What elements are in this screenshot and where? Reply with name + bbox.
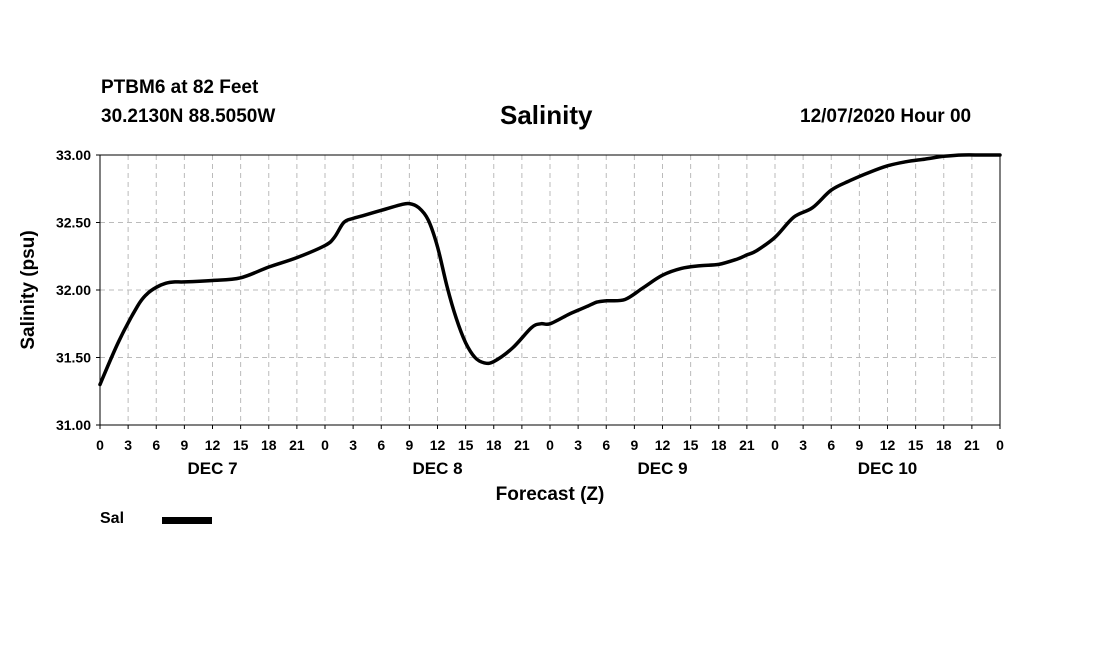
x-tick-label: 6 xyxy=(602,437,610,453)
y-tick-label: 31.00 xyxy=(56,417,91,433)
x-tick-label: 3 xyxy=(124,437,132,453)
x-tick-label: 21 xyxy=(514,437,530,453)
x-tick-label: 15 xyxy=(233,437,249,453)
x-tick-label: 9 xyxy=(630,437,638,453)
x-tick-label: 12 xyxy=(430,437,446,453)
x-tick-label: 21 xyxy=(739,437,755,453)
x-tick-label: 12 xyxy=(655,437,671,453)
y-axis-title: Salinity (psu) xyxy=(18,230,39,349)
x-tick-label: 6 xyxy=(827,437,835,453)
x-tick-label: 9 xyxy=(405,437,413,453)
x-tick-label: 0 xyxy=(771,437,779,453)
forecast-timestamp: 12/07/2020 Hour 00 xyxy=(800,106,972,127)
legend-swatch-sal xyxy=(162,517,212,524)
x-tick-label: 15 xyxy=(908,437,924,453)
x-tick-label: 6 xyxy=(152,437,160,453)
x-tick-label: 0 xyxy=(996,437,1004,453)
series-line-sal xyxy=(98,153,1002,387)
x-tick-label: 15 xyxy=(683,437,699,453)
day-label: DEC 9 xyxy=(637,459,687,478)
legend-label-sal: Sal xyxy=(100,510,125,527)
x-tick-label: 12 xyxy=(205,437,221,453)
x-tick-label: 0 xyxy=(546,437,554,453)
plot-frame xyxy=(99,154,1001,426)
x-tick-label: 18 xyxy=(486,437,502,453)
x-tick-label: 12 xyxy=(880,437,896,453)
x-tick-label: 3 xyxy=(349,437,357,453)
x-axis-title: Forecast (Z) xyxy=(496,484,605,505)
station-label: PTBM6 at 82 Feet xyxy=(101,77,259,98)
day-label: DEC 8 xyxy=(412,459,462,478)
x-tick-label: 0 xyxy=(96,437,104,453)
x-tick-label: 3 xyxy=(574,437,582,453)
y-tick-label: 33.00 xyxy=(56,147,91,163)
x-tick-label: 21 xyxy=(289,437,305,453)
x-tick-label: 0 xyxy=(321,437,329,453)
y-tick-label: 32.00 xyxy=(56,282,91,298)
x-tick-label: 9 xyxy=(855,437,863,453)
y-tick-label: 31.50 xyxy=(56,350,91,366)
x-tick-label: 9 xyxy=(180,437,188,453)
day-label: DEC 10 xyxy=(858,459,918,478)
x-tick-label: 18 xyxy=(261,437,277,453)
y-tick-label: 32.50 xyxy=(56,215,91,231)
day-label: DEC 7 xyxy=(187,459,237,478)
x-tick-label: 21 xyxy=(964,437,980,453)
x-tick-label: 18 xyxy=(936,437,952,453)
coordinates-label: 30.2130N 88.5050W xyxy=(101,106,276,127)
x-tick-label: 15 xyxy=(458,437,474,453)
x-tick-label: 3 xyxy=(799,437,807,453)
x-tick-label: 18 xyxy=(711,437,727,453)
chart-title: Salinity xyxy=(500,100,593,130)
x-tick-label: 6 xyxy=(377,437,385,453)
